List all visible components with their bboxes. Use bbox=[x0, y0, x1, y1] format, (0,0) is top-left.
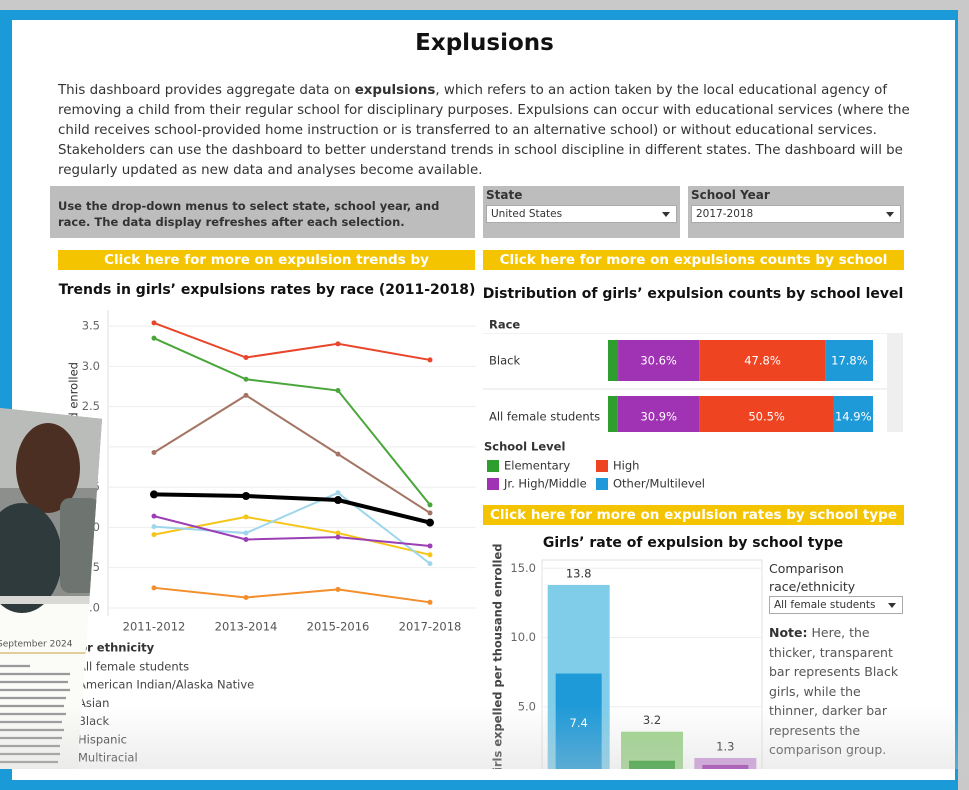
point bbox=[428, 561, 433, 566]
legend-swatch bbox=[487, 460, 499, 472]
category-label: All female students bbox=[489, 410, 600, 424]
value-label: 50.5% bbox=[748, 410, 785, 424]
point bbox=[244, 355, 249, 360]
series-line bbox=[154, 493, 430, 564]
note-bold: Note: bbox=[769, 625, 808, 640]
legend-label: Elementary bbox=[504, 459, 570, 473]
point bbox=[336, 452, 341, 457]
point bbox=[152, 532, 157, 537]
comparison-label: Comparison race/ethnicity bbox=[769, 560, 905, 596]
point bbox=[428, 502, 433, 507]
series-line bbox=[154, 588, 430, 602]
bar bbox=[629, 761, 675, 769]
point bbox=[152, 336, 157, 341]
y-tick-label: 3.0 bbox=[82, 359, 100, 373]
legend-label: Black bbox=[78, 714, 109, 728]
value-label: 3.2 bbox=[643, 713, 661, 727]
point bbox=[150, 490, 158, 498]
x-tick-label: 2015-2016 bbox=[307, 620, 370, 634]
y-axis-label: Girls expelled per thousand enrolled bbox=[491, 544, 505, 770]
series-line bbox=[154, 494, 430, 522]
x-tick-label: 2017-2018 bbox=[399, 620, 462, 634]
point bbox=[428, 600, 433, 605]
point bbox=[428, 552, 433, 557]
legend-swatch bbox=[596, 460, 608, 472]
legend-swatch bbox=[596, 478, 608, 490]
point bbox=[336, 490, 341, 495]
point bbox=[428, 510, 433, 515]
bar bbox=[702, 765, 748, 769]
photo-edge bbox=[0, 596, 102, 604]
bar-rows: Black 30.6% 47.8% 17.8% All female students 3… bbox=[483, 333, 903, 437]
legend-label: Jr. High/Middle bbox=[503, 477, 587, 491]
chart-title: Trends in girls’ expulsions rates by rac… bbox=[59, 282, 476, 298]
point bbox=[428, 357, 433, 362]
point bbox=[336, 535, 341, 540]
legend-label: All female students bbox=[78, 660, 189, 674]
point bbox=[244, 393, 249, 398]
legend-label: Multiracial bbox=[78, 751, 138, 765]
legend-label: Other/Multilevel bbox=[613, 477, 705, 491]
value-label: 7.4 bbox=[570, 716, 588, 730]
point bbox=[426, 519, 434, 527]
point bbox=[336, 388, 341, 393]
legend-title: School Level bbox=[484, 440, 565, 454]
note: Note: Here, the thicker, transparent bar… bbox=[769, 623, 905, 760]
legend-swatch bbox=[487, 478, 499, 490]
category-header: Race bbox=[489, 318, 520, 332]
value-label: 47.8% bbox=[744, 354, 781, 368]
page: Explusions This dashboard provides aggre… bbox=[0, 0, 969, 769]
point bbox=[244, 531, 249, 536]
point bbox=[244, 537, 249, 542]
comparison-dropdown[interactable]: All female students bbox=[769, 596, 903, 614]
y-tick-label: 5.0 bbox=[518, 699, 536, 713]
x-tick-label: 2011-2012 bbox=[123, 620, 186, 634]
bar-segment bbox=[608, 340, 618, 381]
bar-segment bbox=[608, 396, 618, 437]
category-label: Black bbox=[489, 354, 520, 368]
point bbox=[244, 514, 249, 519]
value-label: 30.9% bbox=[640, 410, 677, 424]
scroll-track bbox=[887, 333, 903, 432]
point bbox=[152, 320, 157, 325]
overlay-date: September 2024 bbox=[0, 640, 73, 650]
value-label: 14.9% bbox=[835, 410, 872, 424]
value-label: 1.3 bbox=[716, 740, 734, 754]
x-tick-label: 2013-2014 bbox=[215, 620, 278, 634]
legend-label: High bbox=[613, 459, 639, 473]
point bbox=[152, 524, 157, 529]
chart-title: Girls’ rate of expulsion by school type bbox=[543, 535, 843, 551]
note-text: Here, the thicker, transparent bar repre… bbox=[769, 625, 898, 757]
legend-label: Asian bbox=[78, 696, 109, 710]
point bbox=[428, 543, 433, 548]
legend-label: American Indian/Alaska Native bbox=[78, 678, 254, 692]
overlay-text-lines bbox=[0, 666, 70, 762]
point bbox=[152, 585, 157, 590]
point bbox=[334, 496, 342, 504]
point bbox=[152, 450, 157, 455]
value-label: 13.8 bbox=[566, 566, 592, 580]
y-tick-label: 2.5 bbox=[82, 399, 100, 413]
series-line bbox=[154, 338, 430, 505]
value-label: 17.8% bbox=[831, 354, 868, 368]
point bbox=[152, 514, 157, 519]
point bbox=[242, 492, 250, 500]
point bbox=[336, 587, 341, 592]
value-label: 30.6% bbox=[640, 354, 677, 368]
y-tick-label: 10.0 bbox=[510, 630, 536, 644]
legend-label: Hispanic bbox=[78, 732, 127, 746]
series-line bbox=[154, 517, 430, 555]
y-tick-label: 15.0 bbox=[510, 561, 536, 575]
series-line bbox=[154, 323, 430, 360]
point bbox=[244, 377, 249, 382]
y-tick-label: 3.5 bbox=[82, 319, 100, 333]
point bbox=[336, 341, 341, 346]
point bbox=[244, 595, 249, 600]
chart-title: Distribution of girls’ expulsion counts … bbox=[483, 286, 904, 302]
